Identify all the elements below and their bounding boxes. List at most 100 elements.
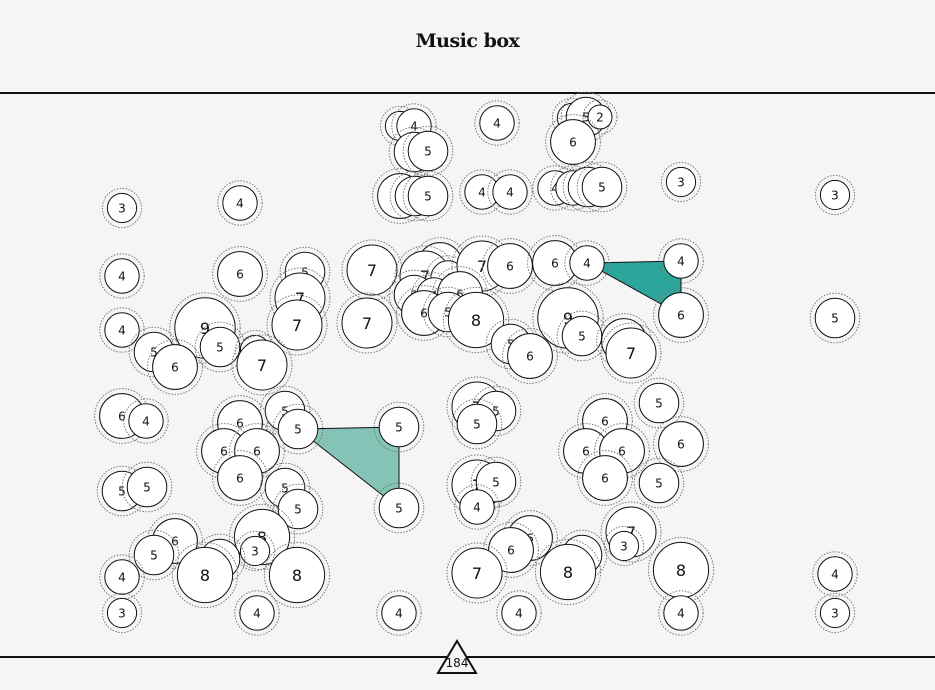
node-ring (336, 292, 398, 354)
node-4[interactable]: 4 (123, 398, 169, 444)
node-8[interactable]: 8 (442, 286, 510, 354)
node-5[interactable]: 5 (576, 161, 628, 213)
node-4[interactable]: 4 (487, 169, 533, 215)
node-4[interactable]: 4 (658, 238, 704, 284)
node-3[interactable]: 3 (603, 525, 645, 567)
node-circle (128, 403, 164, 439)
node-number: 8 (200, 566, 210, 585)
node-4[interactable]: 4 (217, 180, 263, 226)
counter-value: 184 (446, 656, 469, 670)
node-5[interactable]: 5 (633, 377, 685, 429)
node-number: 5 (424, 144, 432, 158)
node-7[interactable]: 7 (231, 334, 293, 396)
node-ring (633, 377, 685, 429)
node-number: 4 (118, 269, 126, 283)
node-5[interactable]: 5 (451, 398, 503, 450)
node-5[interactable]: 5 (121, 461, 173, 513)
counter-badge: 184 (436, 639, 478, 674)
node-circle (608, 530, 640, 562)
node-4[interactable]: 4 (99, 307, 145, 353)
node-3[interactable]: 3 (814, 592, 856, 634)
node-ring (483, 522, 539, 578)
node-8[interactable]: 8 (263, 541, 331, 609)
node-5[interactable]: 5 (373, 482, 425, 534)
node-circle (217, 251, 263, 297)
node-4[interactable]: 4 (474, 100, 520, 146)
node-number: 6 (677, 308, 685, 322)
node-3[interactable]: 3 (101, 187, 143, 229)
node-7[interactable]: 7 (446, 542, 508, 604)
node-4[interactable]: 4 (658, 590, 704, 636)
node-number: 3 (620, 539, 628, 553)
node-5[interactable]: 5 (633, 457, 685, 509)
node-number: 4 (395, 606, 403, 620)
node-ring (99, 253, 145, 299)
node-3[interactable]: 3 (814, 174, 856, 216)
node-6[interactable]: 6 (212, 246, 268, 302)
node-6[interactable]: 6 (545, 114, 601, 170)
node-4[interactable]: 4 (564, 240, 610, 286)
node-6[interactable]: 6 (653, 416, 709, 472)
node-number: 8 (292, 566, 302, 585)
node-5[interactable]: 5 (373, 401, 425, 453)
node-circle (658, 292, 704, 338)
node-7[interactable]: 7 (341, 239, 403, 301)
node-4[interactable]: 4 (99, 253, 145, 299)
node-4[interactable]: 4 (376, 590, 422, 636)
node-ring (391, 103, 437, 149)
node-ring (653, 416, 709, 472)
node-6[interactable]: 6 (483, 522, 539, 578)
node-3[interactable]: 3 (660, 161, 702, 203)
node-4[interactable]: 4 (234, 590, 280, 636)
node-ring (577, 450, 633, 506)
node-8[interactable]: 8 (171, 541, 239, 609)
node-6[interactable]: 6 (147, 339, 203, 395)
node-circle (236, 339, 288, 391)
node-number: 6 (677, 437, 685, 451)
node-5[interactable]: 5 (402, 170, 454, 222)
node-5[interactable]: 5 (402, 125, 454, 177)
node-circle (133, 534, 175, 576)
teal-triangle-bottom (296, 426, 400, 510)
node-5[interactable]: 5 (272, 483, 324, 535)
node-circle (814, 297, 856, 339)
node-number: 4 (142, 414, 150, 428)
node-7[interactable]: 7 (600, 322, 662, 384)
node-8[interactable]: 8 (534, 538, 602, 606)
node-circle (638, 382, 680, 424)
node-3[interactable]: 3 (101, 592, 143, 634)
node-5[interactable]: 5 (809, 292, 861, 344)
node-number: 7 (257, 356, 267, 375)
node-ring (194, 533, 246, 585)
node-number: 4 (118, 323, 126, 337)
node-number: 3 (118, 606, 126, 620)
node-4[interactable]: 4 (496, 590, 542, 636)
node-ring (442, 286, 510, 354)
node-ring (451, 398, 503, 450)
node-2[interactable]: 2 (582, 99, 618, 135)
node-ring (234, 590, 280, 636)
node-4[interactable]: 4 (99, 554, 145, 600)
node-7[interactable]: 7 (266, 294, 328, 356)
node-6[interactable]: 6 (577, 450, 633, 506)
node-ring (660, 161, 702, 203)
node-7[interactable]: 7 (336, 292, 398, 354)
node-4[interactable]: 4 (812, 551, 858, 597)
node-circle (271, 299, 323, 351)
node-ring (269, 267, 331, 329)
node-number: 4 (677, 254, 685, 268)
node-8[interactable]: 8 (647, 536, 715, 604)
node-6[interactable]: 6 (212, 450, 268, 506)
node-6[interactable]: 6 (502, 328, 558, 384)
node-ring (101, 592, 143, 634)
node-6[interactable]: 6 (653, 287, 709, 343)
node-4[interactable]: 4 (454, 484, 500, 530)
node-5[interactable]: 5 (272, 403, 324, 455)
node-ring (814, 592, 856, 634)
node-number: 5 (424, 189, 432, 203)
node-circle (665, 166, 697, 198)
node-number: 6 (526, 349, 534, 363)
node-circle (582, 455, 628, 501)
node-ring (487, 169, 533, 215)
